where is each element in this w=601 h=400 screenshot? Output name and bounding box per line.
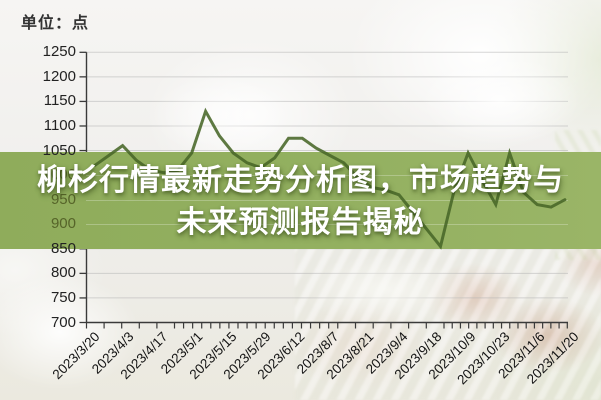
overlay-title-line2: 未来预测报告揭秘	[176, 206, 425, 239]
y-tick-label: 700	[50, 313, 76, 331]
title-banner	[0, 151, 601, 249]
y-tick-label: 950	[50, 190, 76, 208]
gridline-on-banner	[86, 199, 568, 201]
y-tick-label: 1200	[42, 67, 76, 85]
overlay-title-line1: 柳杉行情最新走势分析图，市场趋势与	[37, 164, 564, 197]
y-tick-label: 1050	[42, 141, 76, 159]
y-tick-label: 1100	[43, 116, 76, 134]
y-tick-label: 1150	[43, 92, 76, 110]
y-tick-label: 800	[50, 264, 76, 282]
y-tick-label: 750	[50, 288, 76, 306]
y-tick-label: 1250	[42, 43, 76, 61]
gridline-on-banner	[86, 175, 568, 176]
y-tick-label: 1000	[42, 166, 76, 184]
y-tick-label: 850	[50, 239, 76, 257]
y-axis-unit-label: 单位：点	[21, 15, 90, 32]
gridline-on-banner	[86, 224, 568, 225]
y-tick-label: 900	[50, 215, 76, 233]
